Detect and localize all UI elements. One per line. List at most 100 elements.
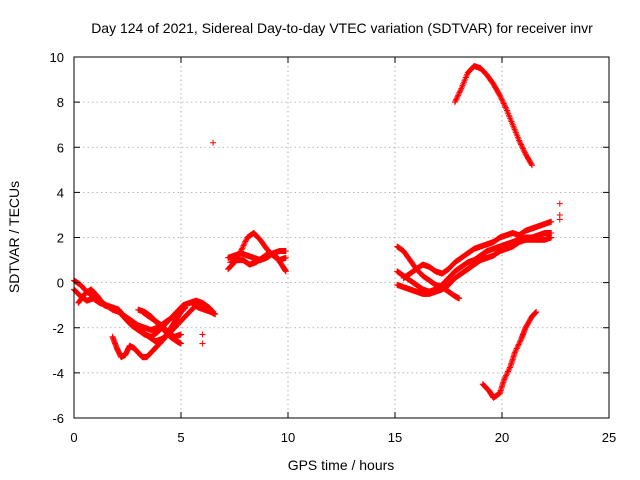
y-tick-label: 6 — [57, 140, 64, 155]
data-point — [453, 95, 460, 102]
data-point — [501, 103, 508, 110]
data-point — [500, 100, 507, 107]
data-point — [519, 144, 526, 151]
data-point — [497, 93, 504, 100]
data-point — [520, 146, 527, 153]
data-point — [182, 304, 189, 311]
data-point — [243, 237, 250, 244]
data-point — [212, 311, 219, 318]
data-point — [451, 99, 458, 106]
chart-title: Day 124 of 2021, Sidereal Day-to-day VTE… — [91, 20, 593, 36]
y-tick-label: 2 — [57, 231, 64, 246]
data-point — [199, 331, 206, 338]
x-tick-label: 25 — [602, 430, 616, 445]
y-tick-label: 8 — [57, 95, 64, 110]
data-point — [241, 241, 248, 248]
data-point — [498, 96, 505, 103]
data-point — [515, 342, 522, 349]
data-point — [556, 216, 563, 223]
data-track — [479, 308, 540, 401]
data-point — [501, 375, 508, 382]
data-point — [453, 96, 460, 103]
x-tick-label: 10 — [281, 430, 295, 445]
y-tick-label: -6 — [52, 411, 64, 426]
data-track — [227, 250, 289, 275]
data-point — [501, 376, 508, 383]
data-point — [178, 331, 184, 338]
data-track — [75, 286, 204, 345]
data-point — [511, 349, 518, 356]
data-point — [506, 365, 513, 372]
data-point — [501, 101, 508, 108]
data-point — [457, 88, 464, 95]
data-track — [400, 218, 555, 282]
data-point — [502, 104, 509, 111]
data-point — [519, 145, 526, 152]
data-point — [521, 148, 528, 155]
data-point — [515, 341, 522, 348]
data-point — [199, 340, 206, 347]
y-tick-label: 4 — [57, 185, 64, 200]
data-point — [282, 248, 289, 255]
data-point — [504, 368, 511, 375]
data-point — [504, 369, 511, 376]
data-track — [139, 308, 184, 340]
data-point — [240, 242, 247, 249]
y-axis-title: SDTVAR / TECUs — [6, 181, 22, 293]
x-tick-labels: 0 5 10 15 20 25 — [70, 430, 616, 445]
data-point — [506, 364, 513, 371]
data-point — [498, 95, 505, 102]
data-point — [178, 340, 184, 347]
x-tick-label: 0 — [70, 430, 77, 445]
data-point — [456, 89, 463, 96]
data-point — [496, 92, 503, 99]
data-point — [516, 137, 523, 144]
x-axis-title: GPS time / hours — [288, 457, 395, 473]
data-point — [197, 299, 204, 306]
y-tick-label: -4 — [52, 366, 64, 381]
data-point — [518, 141, 525, 148]
data-point — [516, 138, 523, 145]
data-point — [503, 372, 510, 379]
x-tick-label: 5 — [177, 430, 184, 445]
data-point — [505, 367, 512, 374]
data-point — [242, 238, 249, 245]
data-point — [513, 345, 520, 352]
data-point — [503, 371, 510, 378]
data-point — [241, 239, 248, 246]
data-point — [528, 161, 535, 168]
data-point — [518, 142, 525, 149]
data-point — [533, 308, 540, 315]
data-point — [500, 99, 507, 106]
data-point — [457, 86, 464, 93]
x-tick-label: 15 — [388, 430, 402, 445]
data-track — [394, 234, 555, 297]
y-tick-labels: -6 -4 -2 0 2 4 6 8 10 — [50, 50, 64, 426]
data-track — [451, 63, 535, 169]
data-point — [210, 139, 217, 146]
data-point — [455, 91, 462, 98]
data-track — [109, 304, 189, 361]
data-track — [188, 299, 219, 318]
data-point — [548, 234, 555, 241]
y-tick-label: 0 — [57, 276, 64, 291]
data-point — [452, 97, 459, 104]
data-point — [517, 140, 524, 147]
y-tick-label: -2 — [52, 321, 64, 336]
data-point — [239, 243, 246, 250]
data-point — [282, 268, 289, 275]
data-point — [514, 344, 521, 351]
data-point — [556, 200, 563, 207]
x-tick-label: 20 — [495, 430, 509, 445]
data-point — [499, 97, 506, 104]
data-point — [548, 218, 555, 225]
data-point — [516, 340, 523, 347]
data-point — [454, 93, 461, 100]
data-point — [455, 92, 462, 99]
data-point — [528, 162, 535, 169]
data-point — [502, 373, 509, 380]
axis-ticks — [73, 56, 610, 419]
data-point — [513, 346, 520, 353]
data-point — [456, 295, 463, 302]
